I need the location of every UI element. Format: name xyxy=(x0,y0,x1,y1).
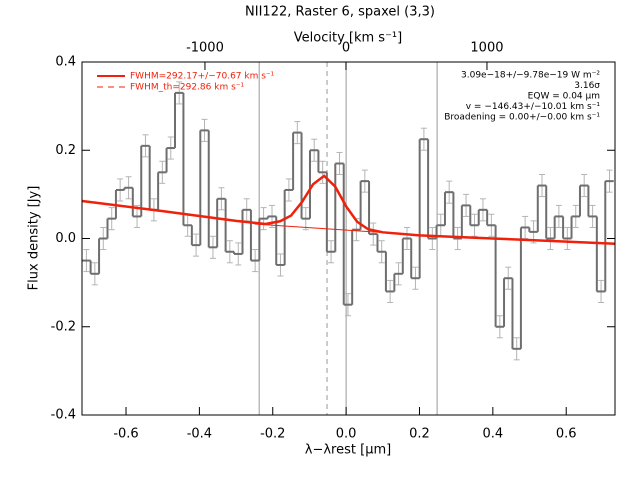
y-tick-label: 0.4 xyxy=(55,55,76,70)
annotation: 3.16σ xyxy=(574,81,600,91)
x-tick-label: 0.6 xyxy=(556,427,577,442)
annotation: Broadening = 0.00+/−0.00 km s⁻¹ xyxy=(444,113,600,123)
x-axis-label: λ−λrest [μm] xyxy=(305,443,391,458)
x2-tick-label: 1000 xyxy=(470,41,503,56)
y-tick-label: 0.2 xyxy=(55,143,76,158)
annotation: EQW = 0.04 μm xyxy=(528,92,600,102)
legend-label: FWHM=292.17+/−70.67 km s⁻¹ xyxy=(130,72,275,82)
x-tick-label: -0.2 xyxy=(260,427,285,442)
y-tick-label: -0.4 xyxy=(51,408,76,423)
x-tick-label: 0.4 xyxy=(483,427,504,442)
x-tick-label: -0.4 xyxy=(187,427,212,442)
x-tick-label: 0.2 xyxy=(409,427,430,442)
x-tick-label: 0.0 xyxy=(336,427,357,442)
x2-tick-label: -1000 xyxy=(186,41,224,56)
x-tick-label: -0.6 xyxy=(113,427,138,442)
y-axis-label: Flux density [Jy] xyxy=(27,186,42,291)
annotation: v = −146.43+/−10.01 km s⁻¹ xyxy=(466,102,601,112)
fit-line xyxy=(81,174,616,246)
legend-label: FWHM_th=292.86 km s⁻¹ xyxy=(130,83,245,93)
x2-axis-label: Velocity [km s⁻¹] xyxy=(294,31,402,46)
chart-title: NII122, Raster 6, spaxel (3,3) xyxy=(245,5,435,20)
x2-tick-label: 0 xyxy=(342,41,350,56)
fit-line xyxy=(254,223,383,234)
y-tick-label: -0.2 xyxy=(51,319,76,334)
y-tick-label: 0.0 xyxy=(55,231,76,246)
annotation: 3.09e−18+/−9.78e−19 W m⁻² xyxy=(461,71,600,81)
